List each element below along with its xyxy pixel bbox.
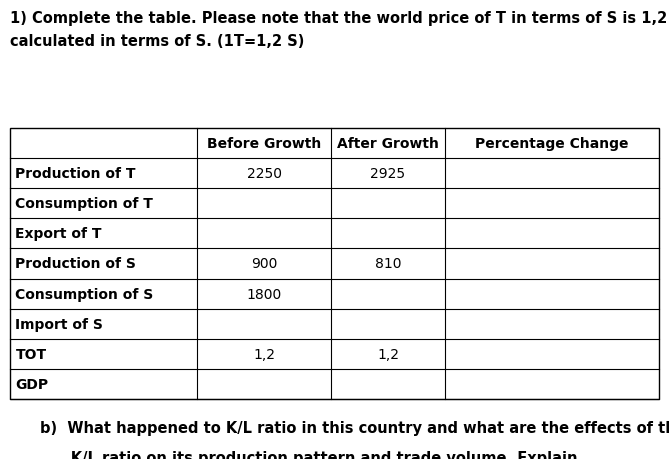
Text: Export of T: Export of T bbox=[15, 227, 102, 241]
Text: After Growth: After Growth bbox=[337, 137, 439, 151]
Text: Import of S: Import of S bbox=[15, 317, 103, 331]
Text: Percentage Change: Percentage Change bbox=[475, 137, 629, 151]
Bar bbox=[10, 129, 659, 399]
Text: Consumption of T: Consumption of T bbox=[15, 197, 153, 211]
Text: TOT: TOT bbox=[15, 347, 47, 361]
Text: b)  What happened to K/L ratio in this country and what are the effects of the n: b) What happened to K/L ratio in this co… bbox=[40, 420, 669, 435]
Text: Before Growth: Before Growth bbox=[207, 137, 321, 151]
Text: 1,2: 1,2 bbox=[254, 347, 275, 361]
Text: Consumption of S: Consumption of S bbox=[15, 287, 154, 301]
Text: K/L ratio on its production pattern and trade volume. Explain.: K/L ratio on its production pattern and … bbox=[40, 450, 583, 459]
Text: Production of T: Production of T bbox=[15, 167, 136, 181]
Text: 2925: 2925 bbox=[371, 167, 405, 181]
Text: Production of S: Production of S bbox=[15, 257, 136, 271]
Text: 1,2: 1,2 bbox=[377, 347, 399, 361]
Text: 1800: 1800 bbox=[247, 287, 282, 301]
Text: 810: 810 bbox=[375, 257, 401, 271]
Text: calculated in terms of S. (1T=1,2 S): calculated in terms of S. (1T=1,2 S) bbox=[10, 34, 304, 50]
Text: 1) Complete the table. Please note that the world price of T in terms of S is 1,: 1) Complete the table. Please note that … bbox=[10, 11, 669, 27]
Text: GDP: GDP bbox=[15, 377, 49, 391]
Text: 2250: 2250 bbox=[247, 167, 282, 181]
Text: 900: 900 bbox=[251, 257, 278, 271]
